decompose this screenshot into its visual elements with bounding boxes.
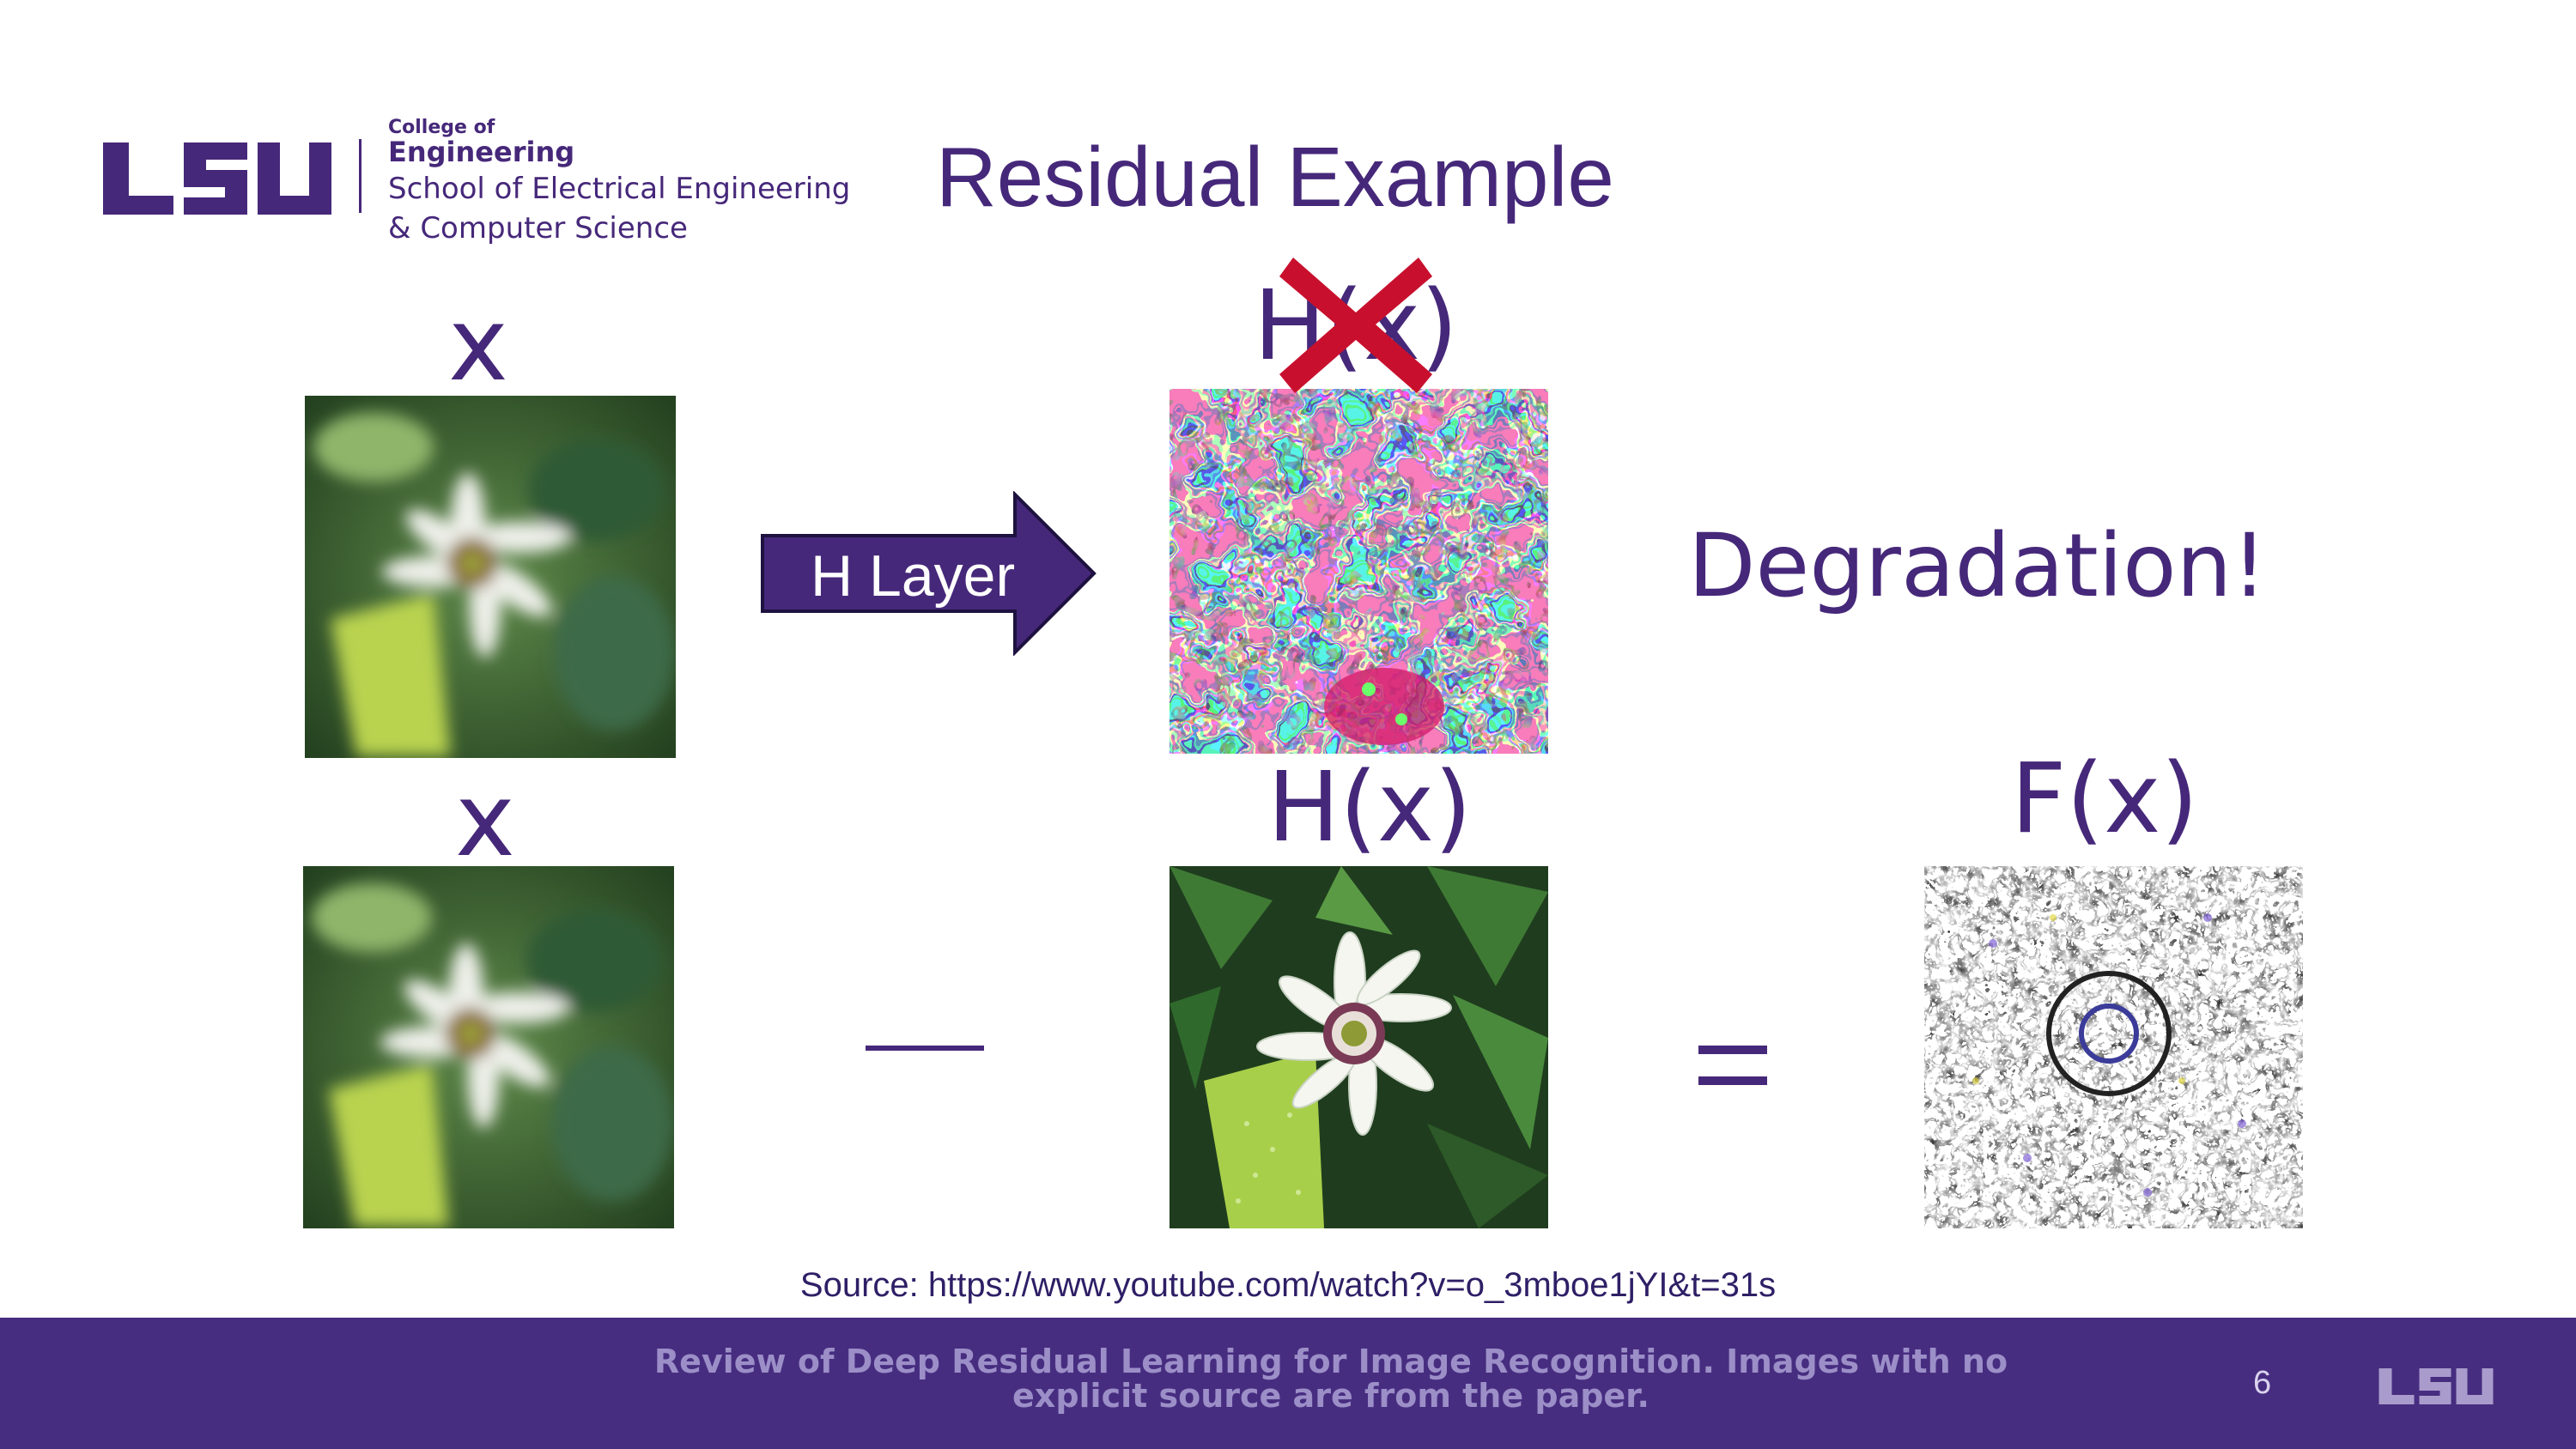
- slide-title: Residual Example: [936, 130, 1614, 224]
- logo-divider: [359, 139, 361, 213]
- input-label-top: x: [448, 285, 508, 403]
- blurry-flower-image-top: [305, 396, 676, 758]
- h-layer-arrow: [761, 491, 1097, 656]
- blurry-flower-image-bottom: [303, 866, 674, 1228]
- source-citation: Source: https://www.youtube.com/watch?v=…: [799, 1266, 1777, 1304]
- residual-label: F(x): [2011, 743, 2199, 855]
- footer-bar: [0, 1318, 2576, 1449]
- equals-operator: [1698, 1046, 1767, 1087]
- logo-school-line2: & Computer Science: [388, 211, 688, 246]
- target-label-bottom: H(x): [1267, 752, 1472, 864]
- logo-college-of: College of: [388, 117, 495, 138]
- residual-image: [1924, 866, 2303, 1228]
- lsu-footer-logo: [2379, 1368, 2494, 1404]
- h-layer-label: H Layer: [811, 543, 1016, 609]
- minus-operator: [866, 1046, 984, 1051]
- lsu-logo: [103, 142, 331, 215]
- footer-text: Review of Deep Residual Learning for Ima…: [653, 1343, 2008, 1415]
- input-label-bottom: x: [455, 761, 515, 879]
- page-number: 6: [2253, 1365, 2272, 1401]
- logo-engineering: Engineering: [388, 136, 575, 168]
- degraded-output-image: [1170, 389, 1548, 754]
- logo-school-line1: School of Electrical Engineering: [388, 172, 851, 206]
- degradation-label: Degradation!: [1688, 515, 2268, 617]
- cross-out-icon: [1279, 258, 1432, 393]
- sharp-flower-image: [1170, 866, 1548, 1228]
